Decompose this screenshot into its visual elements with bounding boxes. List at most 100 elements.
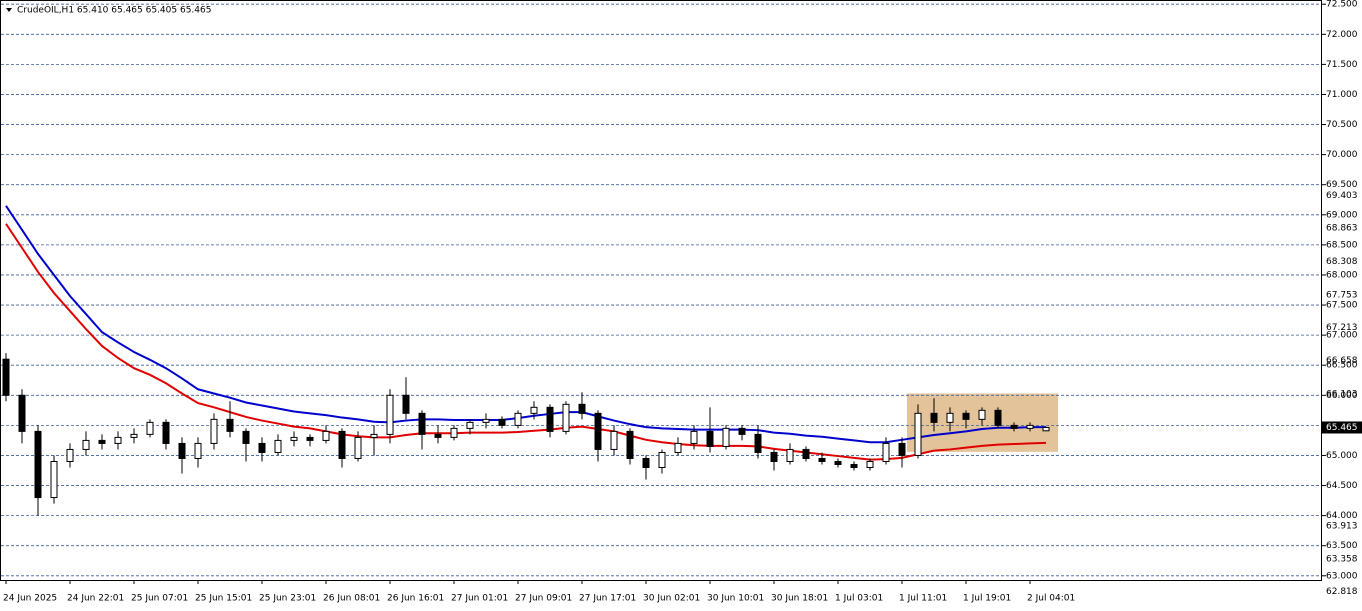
x-tick-label: 30 Jun 10:01 [707,594,764,604]
x-tick-label: 1 Jul 19:01 [963,594,1011,604]
candle-body [306,436,314,441]
candle-body [338,430,346,459]
candle-body [290,436,298,441]
y-tick-label: 71.500 [1326,60,1358,70]
y-tick-label: 72.000 [1326,30,1358,40]
level-label: 63.358 [1326,555,1358,565]
candle-body [850,463,858,468]
y-tick-label: 64.500 [1326,481,1358,491]
y-tick-label: 64.000 [1326,511,1358,521]
moving-average [5,223,1047,461]
candle-body [274,439,282,453]
candle-body [194,442,202,459]
candle-body [994,409,1002,426]
candle-body [242,430,250,444]
candle-body [818,457,826,462]
x-tick-label: 27 Jun 09:01 [515,594,572,604]
level-label: 69.403 [1326,191,1358,201]
candle-body [1010,424,1018,429]
x-tick-label: 2 Jul 04:01 [1027,594,1075,604]
candle-body [370,433,378,438]
y-tick-label: 69.000 [1326,210,1358,220]
last-price-label: 65.465 [1326,423,1358,433]
candle-body [466,421,474,429]
candle-body [418,412,426,435]
candle-body [642,457,650,468]
candle-body [770,451,778,462]
moving-average [5,205,1046,444]
candle-body [1042,426,1050,432]
candle-body [866,460,874,468]
candle-body [162,421,170,444]
candle-body [2,358,10,396]
candle-body [354,436,362,459]
candle-body [562,403,570,432]
candle-body [450,427,458,438]
candle-body [82,439,90,450]
candle-body [610,430,618,450]
candle-body [546,406,554,432]
candle-body [962,412,970,420]
x-tick-label: 25 Jun 07:01 [131,594,188,604]
level-label: 68.308 [1326,257,1358,267]
candle-body [594,412,602,450]
y-tick-label: 70.500 [1326,120,1358,130]
y-tick-label: 63.000 [1326,571,1358,581]
level-label: 67.213 [1326,323,1358,333]
candle-body [946,412,954,423]
x-tick-label: 25 Jun 15:01 [195,594,252,604]
y-tick-label: 71.000 [1326,90,1358,100]
candle-body [530,406,538,414]
x-tick-label: 24 Jun 22:01 [67,594,124,604]
x-tick-label: 1 Jul 11:01 [899,594,947,604]
y-tick-label: 68.500 [1326,240,1358,250]
candle-body [226,418,234,432]
candle-body [434,433,442,438]
candle-body [482,418,490,423]
candle-body [690,430,698,444]
candle-body [722,427,730,447]
candle-body [258,442,266,453]
x-tick-label: 27 Jun 17:01 [579,594,636,604]
candle-body [514,412,522,426]
candle-body [914,412,922,456]
candle-body [98,439,106,444]
menu-triangle [6,8,12,12]
candle-body [882,442,890,462]
y-tick-label: 72.500 [1326,0,1358,10]
y-tick-label: 67.000 [1326,331,1358,341]
y-tick-label: 63.500 [1326,541,1358,551]
level-label: 63.913 [1326,521,1358,531]
plot-frame [0,0,1322,581]
candle-body [66,448,74,462]
candle-body [1026,424,1034,429]
candle-body [786,448,794,462]
y-tick-label: 65.000 [1326,451,1358,461]
candle-body [402,394,410,414]
candle-body [978,409,986,420]
candle-body [930,412,938,423]
level-label: 68.863 [1326,224,1358,234]
candle-body [50,460,58,499]
y-tick-label: 68.000 [1326,270,1358,280]
candle-body [18,394,26,432]
candle-body [146,421,154,435]
candle-body [130,433,138,438]
candle-body [738,427,746,435]
x-tick-label: 30 Jun 18:01 [771,594,828,604]
y-tick-label: 66.500 [1326,361,1358,371]
x-tick-label: 25 Jun 23:01 [259,594,316,604]
candle-body [754,433,762,453]
candle-body [578,403,586,414]
chart-title: CrudeOIL,H1 65.410 65.465 65.405 65.465 [17,6,211,16]
last-price-box [1322,421,1362,434]
x-tick-label: 26 Jun 16:01 [387,594,444,604]
x-tick-label: 26 Jun 08:01 [323,594,380,604]
candle-body [386,394,394,435]
candle-body [706,430,714,447]
candle-body [178,442,186,459]
x-tick-label: 24 Jun 2025 [3,594,57,604]
y-tick-label: 66.000 [1326,391,1358,401]
candle-body [114,436,122,444]
